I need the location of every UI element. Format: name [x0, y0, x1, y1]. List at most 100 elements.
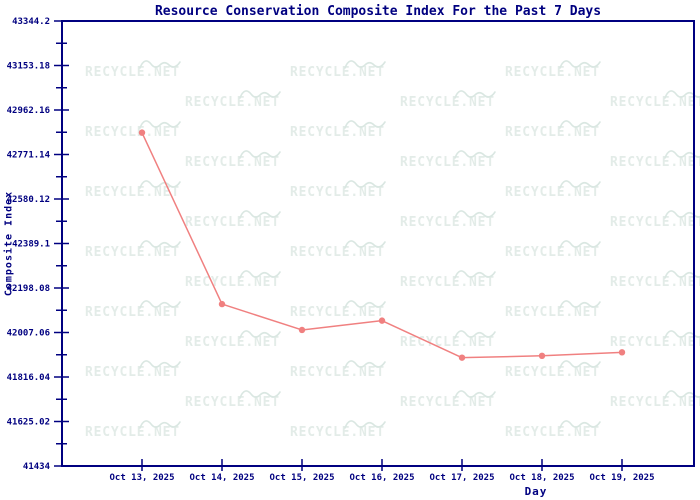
y-tick-label: 42007.06 [7, 329, 50, 339]
watermark-squiggle-icon [664, 390, 700, 399]
y-tick-label: 42580.12 [7, 195, 50, 205]
watermark-text: RECYCLE.NET [185, 155, 280, 170]
watermark-text: RECYCLE.NET [400, 395, 495, 410]
watermark-text: RECYCLE.NET [400, 155, 495, 170]
watermark-squiggle-icon [454, 150, 496, 159]
watermark-text: RECYCLE.NET [290, 305, 385, 320]
watermark-squiggle-icon [139, 240, 181, 249]
watermark-squiggle-icon [344, 240, 386, 249]
y-axis-title: Composite Index [3, 190, 15, 297]
watermark-squiggle-icon [344, 60, 386, 69]
y-tick-label: 41434 [23, 462, 51, 472]
watermark-squiggle-icon [239, 90, 281, 99]
watermark-squiggle-icon [559, 180, 601, 189]
watermark-text: RECYCLE.NET [610, 95, 700, 110]
watermark-text: RECYCLE.NET [505, 245, 600, 260]
watermark-text: RECYCLE.NET [85, 425, 180, 440]
watermark-text: RECYCLE.NET [610, 335, 700, 350]
watermark-squiggle-icon [344, 120, 386, 129]
watermark-squiggle-icon [454, 390, 496, 399]
data-point-marker [618, 349, 626, 356]
watermark-text: RECYCLE.NET [290, 65, 385, 80]
watermark-squiggle-icon [664, 270, 700, 279]
data-point-marker [138, 129, 146, 136]
watermark-text: RECYCLE.NET [400, 335, 495, 350]
watermark-squiggle-icon [454, 330, 496, 339]
watermark-text: RECYCLE.NET [85, 65, 180, 80]
watermark-text: RECYCLE.NET [505, 365, 600, 380]
watermark-text: RECYCLE.NET [610, 155, 700, 170]
axis-layer: 43344.2 43153.18 42962.16 42771.14 42580.12 4… [7, 17, 695, 483]
watermark-squiggle-icon [454, 210, 496, 219]
watermark-text: RECYCLE.NET [505, 305, 600, 320]
y-tick-label: 42198.08 [7, 284, 50, 294]
watermark-squiggle-icon [344, 420, 386, 429]
watermark-text: RECYCLE.NET [85, 245, 180, 260]
watermark-squiggle-icon [239, 330, 281, 339]
watermark-squiggle-icon [344, 180, 386, 189]
watermark-squiggle-icon [454, 90, 496, 99]
watermark-text: RECYCLE.NET [505, 65, 600, 80]
watermark-squiggle-icon [559, 240, 601, 249]
x-tick-label: Oct 16, 2025 [349, 473, 414, 483]
watermark-squiggle-icon [559, 60, 601, 69]
y-tick-label: 42962.16 [7, 106, 50, 116]
data-point-marker [218, 300, 226, 308]
data-point-marker [298, 326, 306, 334]
watermark-squiggle-icon [139, 300, 181, 309]
watermark-text: RECYCLE.NET [400, 95, 495, 110]
watermark-text: RECYCLE.NET [185, 215, 280, 230]
watermark-squiggle-icon [664, 210, 700, 219]
watermark-text: RECYCLE.NET [290, 185, 385, 200]
watermark-text: RECYCLE.NET [185, 275, 280, 290]
series-layer [138, 129, 626, 361]
watermark-squiggle-icon [239, 270, 281, 279]
x-tick-label: Oct 13, 2025 [109, 473, 174, 483]
watermark-text: RECYCLE.NET [85, 125, 180, 140]
watermark-squiggle-icon [139, 60, 181, 69]
data-point-marker [538, 352, 546, 360]
watermark-text: RECYCLE.NET [400, 215, 495, 230]
watermark-text: RECYCLE.NET [290, 125, 385, 140]
x-tick-label: Oct 14, 2025 [189, 473, 254, 483]
watermark-text: RECYCLE.NET [610, 275, 700, 290]
chart-title: Resource Conservation Composite Index Fo… [154, 4, 602, 19]
watermark-squiggle-icon [664, 150, 700, 159]
watermark-squiggle-icon [559, 120, 601, 129]
x-tick-label: Oct 19, 2025 [589, 473, 654, 483]
watermark-squiggle-icon [559, 420, 601, 429]
watermark-text: RECYCLE.NET [85, 365, 180, 380]
watermark-squiggle-icon [139, 120, 181, 129]
watermark-squiggle-icon [139, 360, 181, 369]
y-tick-label: 43344.2 [12, 17, 50, 27]
y-tick-label: 42389.1 [12, 240, 50, 250]
x-tick-label: Oct 18, 2025 [509, 473, 574, 483]
watermark-text: RECYCLE.NET [505, 125, 600, 140]
x-tick-label: Oct 17, 2025 [429, 473, 494, 483]
x-axis-title: Day [524, 485, 548, 498]
data-point-marker [458, 354, 466, 361]
watermark-text: RECYCLE.NET [290, 365, 385, 380]
watermark-text: RECYCLE.NET [290, 425, 385, 440]
y-tick-label: 41625.02 [7, 418, 50, 428]
watermark-text: RECYCLE.NET [185, 335, 280, 350]
watermark-text: RECYCLE.NET [610, 395, 700, 410]
watermark-squiggle-icon [239, 150, 281, 159]
y-tick-label: 42771.14 [7, 151, 51, 161]
watermark-squiggle-icon [559, 360, 601, 369]
watermark-text: RECYCLE.NET [610, 215, 700, 230]
watermark-squiggle-icon [139, 180, 181, 189]
data-point-marker [378, 317, 386, 324]
watermark-squiggle-icon [239, 210, 281, 219]
y-tick-label: 43153.18 [7, 62, 50, 72]
watermark-text: RECYCLE.NET [505, 185, 600, 200]
watermark-text: RECYCLE.NET [505, 425, 600, 440]
y-tick-label: 41816.04 [7, 373, 51, 383]
watermark-text: RECYCLE.NET [185, 95, 280, 110]
watermark-squiggle-icon [664, 90, 700, 99]
watermark-layer: RECYCLE.NET RECYCLE.NET RECYCLE.NET RECYCLE… [85, 60, 700, 440]
watermark-squiggle-icon [239, 390, 281, 399]
watermark-squiggle-icon [559, 300, 601, 309]
